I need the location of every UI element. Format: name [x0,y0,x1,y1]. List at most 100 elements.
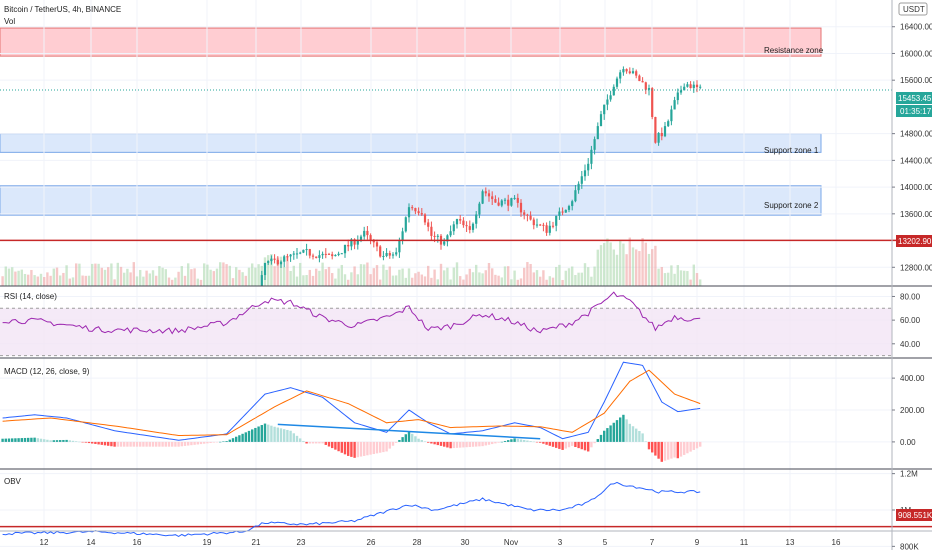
volume-bar [587,267,590,286]
macd-histogram-bar [452,441,455,449]
candle-body [497,202,500,206]
last-price-text: 15453.45 [898,94,932,103]
candle-body [638,75,641,82]
volume-bar [449,279,452,286]
volume-bar [638,251,641,286]
macd-histogram-bar [398,439,401,442]
volume-bar [199,279,203,286]
candle-body [676,92,679,101]
candle-body [401,231,404,241]
candle-body [695,84,699,88]
macd-histogram-bar [107,441,110,446]
y-tick-label: 200.00 [900,406,925,415]
macd-histogram-bar [203,441,206,444]
macd-histogram-bar [183,441,187,446]
candle-body [574,190,577,202]
volume-bar [315,268,318,286]
volume-bar [196,278,199,286]
volume-bar [599,245,603,286]
obv-level-badge [896,509,932,521]
macd-histogram-bar [190,441,193,446]
x-tick-label: 5 [603,538,608,547]
macd-histogram-bar [542,441,545,444]
macd-histogram-bar [4,438,7,442]
volume-bar [507,266,510,286]
volume-bar [372,268,375,286]
x-tick-label: 13 [786,538,795,547]
volume-bar [353,266,356,286]
candle-body [289,254,292,257]
candle-body [446,235,449,242]
support-zone-1 [0,133,822,153]
macd-histogram-bar [375,441,379,454]
resistance-zone-label: Resistance zone [764,46,824,55]
macd-histogram-bar [699,441,702,447]
volume-bar [427,265,430,286]
volume-bar [484,270,487,286]
obv-line [2,481,701,537]
macd-histogram-bar [68,440,71,442]
candle-body [686,84,689,87]
y-tick-label: 16400.00 [900,23,932,32]
macd-histogram-bar [193,441,196,445]
rsi-line [2,291,701,335]
candle-body [270,258,273,262]
candle-body [286,256,289,258]
macd-histogram-bar [199,441,203,445]
candle-body [427,222,430,227]
macd-histogram-bar [244,432,247,442]
volume-bar [327,266,331,286]
volume-bar [321,262,324,286]
volume-bar [494,274,497,286]
macd-histogram-bar [660,441,663,462]
macd-histogram-bar [334,441,337,450]
candle-body [526,214,529,216]
macd-histogram-bar [235,436,238,442]
volume-bar [190,269,193,286]
macd-histogram-bar [395,441,398,443]
volume-bar [36,276,39,286]
macd-histogram-bar [596,439,599,442]
candle-body [625,69,628,72]
candle-body [599,114,603,127]
volume-bar [238,269,241,286]
candle-body [260,275,263,286]
macd-histogram-bar [167,441,171,447]
volume-bar [459,276,462,286]
candle-body [423,214,427,223]
macd-histogram-bar [436,441,439,446]
macd-histogram-bar [612,422,615,442]
volume-bar [302,275,305,286]
macd-histogram-bar [1,438,4,442]
candle-body [443,241,446,245]
volume-bar [142,276,145,286]
volume-bar [356,274,359,286]
macd-histogram-bar [283,429,286,442]
candle-body [539,224,542,226]
candle-body [679,90,683,93]
y-tick-label: 1.2M [900,470,918,479]
volume-bar [334,278,337,286]
macd-histogram-bar [84,441,87,443]
macd-histogram-bar [302,440,305,442]
volume-bar [676,265,679,286]
macd-histogram-bar [433,441,436,445]
macd-histogram-bar [331,441,334,449]
candle-body [382,255,385,257]
volume-bar [110,263,113,286]
macd-histogram-bar [196,441,199,445]
volume-bar [331,273,334,286]
y-tick-label: 14400.00 [900,156,932,165]
last-price-badge [896,92,932,104]
x-tick-label: 23 [297,538,306,547]
macd-histogram-bar [372,441,375,455]
candle-body [430,226,433,236]
macd-histogram-bar [580,441,583,450]
rsi-band [0,308,892,356]
volume-bar [631,247,635,286]
macd-histogram-bar [356,441,359,458]
macd-histogram-bar [551,441,555,447]
macd-histogram-bar [676,441,679,459]
currency-badge[interactable] [898,2,928,16]
